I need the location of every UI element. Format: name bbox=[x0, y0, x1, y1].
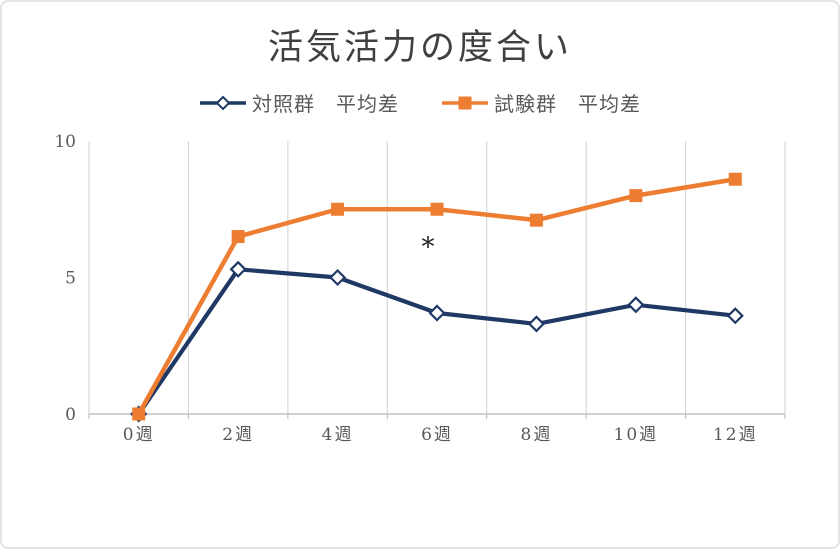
x-axis-category-label: 4週 bbox=[322, 425, 354, 445]
data-marker-diamond bbox=[329, 268, 347, 287]
data-marker-square bbox=[132, 407, 146, 421]
legend: 対照群 平均差 試験群 平均差 bbox=[2, 88, 838, 117]
y-axis-tick-label: 10 bbox=[54, 132, 76, 152]
data-marker-diamond bbox=[229, 260, 247, 278]
x-axis-category-label: 8週 bbox=[521, 425, 553, 445]
data-marker-diamond bbox=[627, 296, 645, 314]
data-marker-square bbox=[331, 202, 345, 216]
x-axis-category-label: 2週 bbox=[222, 425, 254, 445]
series-line-0 bbox=[136, 267, 738, 417]
y-axis-tick-label: 0 bbox=[65, 405, 76, 425]
y-axis-tick-label: 5 bbox=[65, 269, 76, 289]
line-diamond-marker-icon bbox=[200, 95, 246, 110]
data-marker-square bbox=[629, 189, 643, 203]
data-marker-square bbox=[728, 172, 742, 186]
significance-asterisk: * bbox=[422, 233, 435, 263]
data-marker-square bbox=[231, 230, 245, 244]
data-marker-diamond bbox=[428, 304, 446, 322]
x-axis-category-label: 6週 bbox=[421, 425, 453, 445]
legend-item-control-group: 対照群 平均差 bbox=[199, 88, 399, 117]
data-marker-square bbox=[529, 213, 543, 227]
data-marker-square bbox=[430, 202, 444, 216]
data-marker-diamond bbox=[726, 307, 744, 325]
chart-title: 活気活力の度合い bbox=[267, 28, 572, 68]
legend-label-control-group: 対照群 平均差 bbox=[252, 92, 399, 116]
legend-label-test-group: 試験群 平均差 bbox=[494, 92, 641, 116]
line-square-marker-icon bbox=[442, 96, 488, 109]
data-marker-diamond bbox=[527, 315, 545, 333]
legend-item-test-group: 試験群 平均差 bbox=[441, 88, 641, 117]
x-axis-category-label: 10週 bbox=[614, 425, 659, 445]
x-axis-category-label: 0週 bbox=[123, 425, 155, 445]
x-axis-category-label: 12週 bbox=[713, 425, 758, 445]
